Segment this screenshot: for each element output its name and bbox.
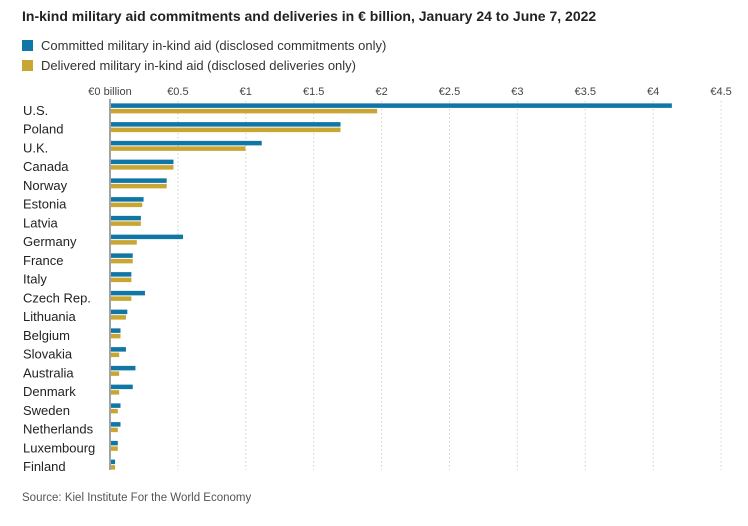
bar-delivered-latvia: [111, 221, 141, 226]
bar-delivered-slovakia: [111, 352, 120, 358]
bar-committed-belgium: [111, 328, 121, 333]
x-tick-label-4: €2: [375, 86, 387, 98]
category-label-belgium: Belgium: [23, 328, 70, 343]
x-tick-label-3: €1.5: [303, 86, 324, 98]
bar-delivered-france: [111, 258, 133, 264]
bar-delivered-poland: [111, 127, 341, 133]
bar-delivered-lithuania: [111, 315, 126, 320]
category-label-luxembourg: Luxembourg: [23, 440, 95, 455]
bar-delivered-canada: [111, 165, 174, 170]
bar-delivered-germany: [111, 240, 137, 245]
category-label-poland: Poland: [23, 122, 63, 137]
x-tick-label-8: €4: [647, 86, 659, 98]
category-label-latvia: Latvia: [23, 215, 58, 230]
x-tick-label-5: €2.5: [439, 86, 460, 98]
bar-committed-italy: [111, 272, 132, 277]
category-label-lithuania: Lithuania: [23, 309, 77, 324]
bar-delivered-belgium: [111, 333, 121, 339]
legend-label-committed: Committed military in-kind aid (disclose…: [41, 38, 387, 53]
x-tick-label-2: €1: [240, 86, 252, 98]
bar-committed-canada: [111, 159, 174, 165]
bar-committed-u-s: [111, 103, 672, 108]
bar-committed-norway: [111, 178, 167, 183]
bar-delivered-estonia: [111, 202, 143, 208]
bar-delivered-netherlands: [111, 427, 118, 433]
bar-delivered-finland: [111, 465, 116, 470]
bar-delivered-denmark: [111, 390, 120, 395]
bar-delivered-u-s: [111, 108, 378, 114]
x-tick-label-6: €3: [511, 86, 523, 98]
bar-committed-poland: [111, 122, 341, 127]
category-label-u-s: U.S.: [23, 103, 48, 118]
bar-committed-denmark: [111, 384, 133, 390]
source-note: Source: Kiel Institute For the World Eco…: [22, 492, 252, 504]
bar-delivered-norway: [111, 183, 167, 189]
x-tick-label-7: €3.5: [575, 86, 596, 98]
bar-delivered-u-k: [111, 146, 246, 151]
bar-committed-slovakia: [111, 347, 126, 352]
category-label-france: France: [23, 253, 63, 268]
legend-swatch-delivered: [22, 60, 33, 71]
category-label-norway: Norway: [23, 178, 68, 193]
bar-committed-czech-rep: [111, 290, 145, 296]
category-label-slovakia: Slovakia: [23, 347, 73, 362]
bar-delivered-italy: [111, 277, 132, 283]
bar-committed-estonia: [111, 197, 144, 202]
bar-delivered-sweden: [111, 408, 118, 414]
bar-committed-latvia: [111, 215, 141, 221]
category-label-germany: Germany: [23, 234, 77, 249]
category-label-denmark: Denmark: [23, 384, 76, 399]
bar-committed-netherlands: [111, 422, 121, 427]
category-label-u-k: U.K.: [23, 140, 48, 155]
category-label-canada: Canada: [23, 159, 69, 174]
category-label-sweden: Sweden: [23, 403, 70, 418]
x-tick-label-0: €0 billion: [88, 86, 131, 98]
bar-delivered-czech-rep: [111, 296, 132, 301]
x-tick-label-1: €0.5: [167, 86, 188, 98]
chart-title: In-kind military aid commitments and del…: [22, 8, 597, 24]
category-label-czech-rep: Czech Rep.: [23, 290, 91, 305]
legend-swatch-committed: [22, 40, 33, 51]
bar-delivered-luxembourg: [111, 446, 118, 451]
bar-committed-luxembourg: [111, 440, 118, 446]
category-label-estonia: Estonia: [23, 197, 67, 212]
bar-committed-sweden: [111, 403, 121, 408]
legend-item-delivered: Delivered military in-kind aid (disclose…: [22, 58, 356, 73]
x-tick-label-9: €4.5: [710, 86, 731, 98]
bar-committed-lithuania: [111, 309, 128, 315]
bar-committed-u-k: [111, 140, 262, 146]
legend-label-delivered: Delivered military in-kind aid (disclose…: [41, 58, 357, 73]
bar-committed-germany: [111, 234, 183, 240]
bar-committed-finland: [111, 459, 116, 465]
category-label-finland: Finland: [23, 459, 66, 474]
bar-delivered-australia: [111, 371, 120, 376]
legend-item-committed: Committed military in-kind aid (disclose…: [22, 38, 386, 53]
bar-committed-france: [111, 253, 133, 258]
category-label-australia: Australia: [23, 365, 74, 380]
bar-committed-australia: [111, 365, 136, 371]
category-label-netherlands: Netherlands: [23, 422, 94, 437]
category-label-italy: Italy: [23, 272, 47, 287]
